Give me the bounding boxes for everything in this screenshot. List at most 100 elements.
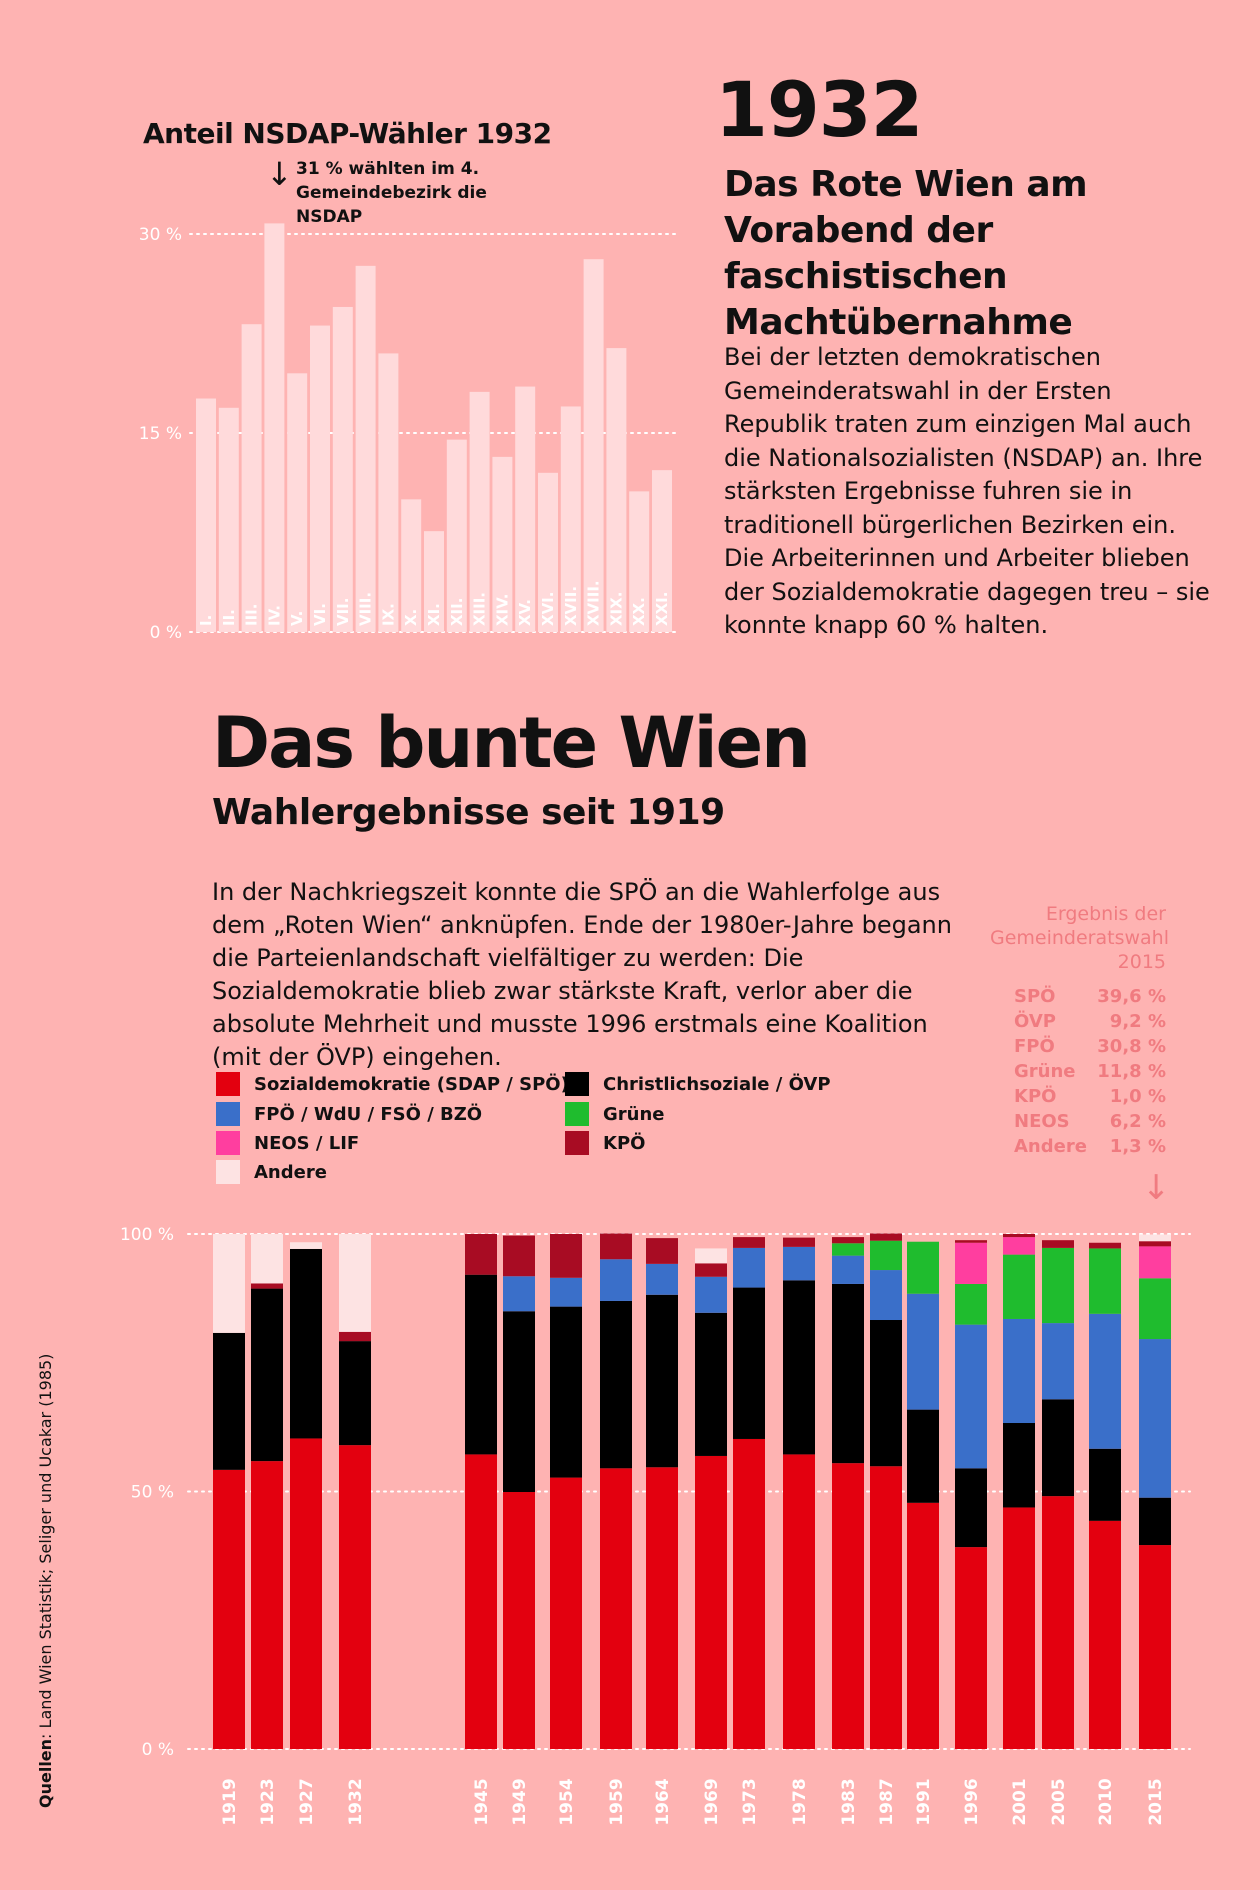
year-label: 1969 — [702, 1778, 722, 1825]
nsdap-bar — [492, 456, 513, 632]
result-party: Grüne — [1014, 1061, 1076, 1082]
nsdap-bar — [401, 499, 422, 632]
year-label: 1954 — [557, 1778, 577, 1825]
district-label: II. — [220, 609, 238, 626]
district-label: XVIII. — [585, 580, 603, 626]
result-row: KPÖ 1,0 % — [990, 1084, 1166, 1109]
stack-segment — [251, 1234, 283, 1284]
legend-label: NEOS / LIF — [254, 1132, 360, 1154]
stack-segment — [503, 1276, 535, 1312]
main-subtitle: Wahlergebnisse seit 1919 — [212, 792, 725, 833]
y-tick-label: 0 % — [150, 623, 182, 643]
stack-segment — [907, 1502, 939, 1749]
nsdap-bar — [515, 386, 536, 632]
stack-segment — [870, 1233, 902, 1241]
stack-segment — [1139, 1545, 1171, 1749]
y-tick-label: 0 % — [142, 1740, 174, 1760]
stack-segment — [290, 1438, 322, 1749]
nsdap-chart-title: Anteil NSDAP-Wähler 1932 — [143, 117, 552, 150]
district-label: VIII. — [357, 592, 375, 626]
year-label: 1964 — [653, 1778, 673, 1825]
stack-segment — [955, 1324, 987, 1469]
result-2015-box: Ergebnis der Gemeinderatswahl 2015 SPÖ 39… — [990, 902, 1169, 1157]
result-value: 6,2 % — [1109, 1111, 1166, 1132]
year-label: 1996 — [962, 1778, 982, 1825]
legend-label: Andere — [254, 1161, 327, 1183]
district-label: XIV. — [493, 593, 511, 626]
stack-segment — [955, 1547, 987, 1749]
year-label: 2005 — [1049, 1778, 1069, 1825]
year-label: 1927 — [297, 1778, 317, 1825]
legend-label: Christlichsoziale / ÖVP — [603, 1073, 831, 1095]
stack-segment — [870, 1320, 902, 1467]
stack-segment — [465, 1454, 497, 1749]
stack-segment — [1042, 1399, 1074, 1497]
nsdap-bar — [652, 470, 672, 632]
main-title: Das bunte Wien — [212, 702, 811, 784]
result-row: SPÖ 39,6 % — [990, 984, 1166, 1009]
stack-segment — [783, 1280, 815, 1455]
sources-text: Land Wien Statistik; Seliger und Ucakar … — [36, 1353, 55, 1729]
result-party: NEOS — [1014, 1111, 1070, 1132]
year-label: 1987 — [877, 1778, 897, 1825]
year-label: 2010 — [1096, 1778, 1116, 1825]
district-label: VII. — [334, 598, 352, 626]
stack-segment — [600, 1233, 632, 1260]
nsdap-bar — [378, 353, 399, 632]
stack-segment — [1089, 1313, 1121, 1449]
stack-segment — [695, 1276, 727, 1313]
legend-item-kpoe: KPÖ — [565, 1131, 645, 1155]
stack-segment — [600, 1468, 632, 1749]
legend-label: Grüne — [603, 1103, 665, 1125]
legend-label: Sozialdemokratie (SDAP / SPÖ) — [254, 1073, 569, 1095]
nsdap-bar — [332, 306, 353, 632]
result-party: ÖVP — [1014, 1011, 1056, 1032]
legend-item-oevp: Christlichsoziale / ÖVP — [565, 1072, 831, 1096]
result-value: 9,2 % — [1109, 1011, 1166, 1032]
stack-segment — [251, 1461, 283, 1749]
stack-segment — [550, 1306, 582, 1478]
stack-segment — [832, 1243, 864, 1256]
nsdap-bar — [218, 407, 239, 632]
stack-segment — [955, 1242, 987, 1284]
stack-segment — [695, 1455, 727, 1749]
stack-segment — [1042, 1496, 1074, 1749]
stack-segment — [955, 1468, 987, 1548]
stack-segment — [1003, 1254, 1035, 1319]
district-label: IV. — [265, 605, 283, 626]
stack-segment — [600, 1300, 632, 1469]
district-label: XII. — [448, 598, 466, 626]
stack-segment — [695, 1248, 727, 1264]
nsdap-bar — [446, 439, 467, 632]
nsdap-bar — [424, 531, 444, 632]
nsdap-bar — [560, 406, 581, 632]
legend-item-spoe: Sozialdemokratie (SDAP / SPÖ) — [216, 1072, 569, 1096]
district-label: III. — [243, 604, 261, 626]
headline-1932: Das Rote Wien am Vorabend der faschistis… — [724, 164, 1088, 343]
stack-segment — [832, 1255, 864, 1284]
stack-segment — [339, 1445, 371, 1749]
stack-segment — [339, 1234, 371, 1332]
year-label: 1991 — [914, 1778, 934, 1825]
stack-segment — [550, 1234, 582, 1278]
legend-swatch — [565, 1102, 589, 1126]
y-tick-label: 100 % — [120, 1225, 174, 1245]
nsdap-bar — [469, 391, 490, 632]
year-label: 1959 — [607, 1778, 627, 1825]
year-label: 1983 — [839, 1778, 859, 1825]
legend-swatch — [216, 1072, 240, 1096]
district-label: XIII. — [471, 592, 489, 626]
stack-segment — [646, 1238, 678, 1264]
result-value: 30,8 % — [1097, 1036, 1166, 1057]
stack-segment — [695, 1263, 727, 1277]
stack-segment — [251, 1288, 283, 1462]
stack-segment — [1042, 1247, 1074, 1324]
stack-segment — [832, 1463, 864, 1749]
stack-segment — [832, 1237, 864, 1244]
main-body-text: In der Nachkriegszeit konnte die SPÖ an … — [212, 878, 952, 1071]
stack-segment — [1089, 1520, 1121, 1749]
stack-segment — [339, 1331, 371, 1342]
stack-segment — [733, 1287, 765, 1439]
stack-segment — [213, 1332, 245, 1470]
stack-segment — [870, 1466, 902, 1749]
